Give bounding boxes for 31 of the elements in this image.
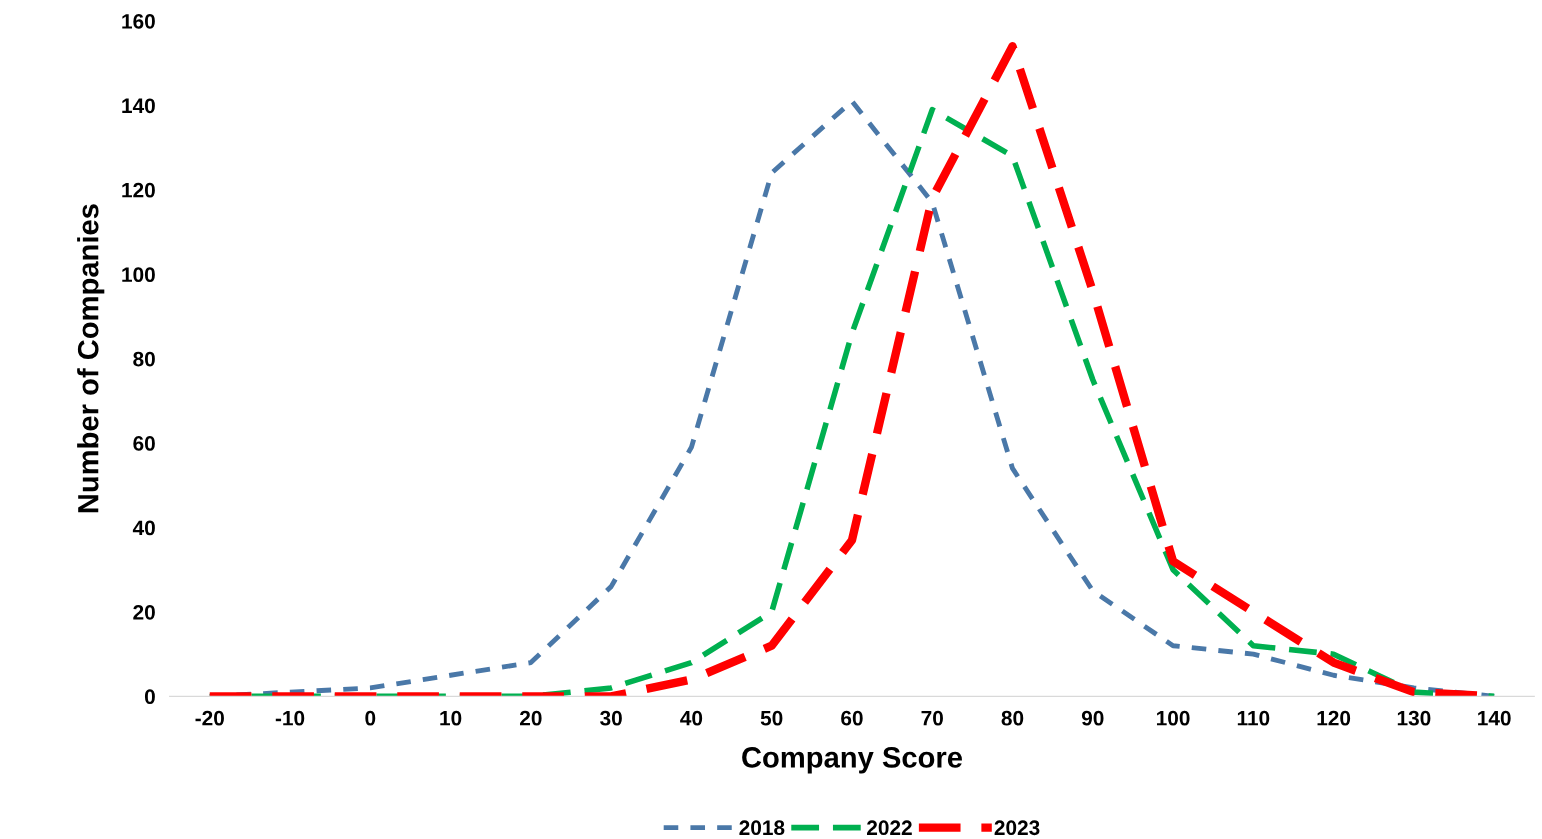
x-tick-label: 0 [365, 710, 376, 726]
x-tick-label: 130 [1397, 710, 1431, 726]
y-tick-label: 60 [133, 436, 155, 451]
x-tick-label: 140 [1478, 710, 1511, 726]
x-tick-label: 110 [1237, 710, 1270, 726]
y-tick-label: 160 [122, 13, 155, 29]
x-tick-label: 40 [680, 710, 703, 726]
x-tick-label: 10 [440, 710, 462, 726]
legend-label: 2022 [867, 820, 912, 836]
x-tick-label: 20 [519, 710, 542, 726]
y-axis-title: Number of Companies [77, 204, 105, 513]
x-tick-label: -20 [195, 710, 224, 726]
x-tick-label: 70 [921, 710, 943, 726]
x-tick-label: 90 [1081, 710, 1104, 726]
y-tick-label: 0 [144, 689, 155, 705]
x-tick-label: -10 [275, 710, 305, 726]
x-axis-title: Company Score [742, 747, 962, 774]
y-tick-label: 120 [122, 182, 155, 198]
x-tick-label: 100 [1156, 710, 1190, 726]
y-tick-label: 100 [122, 267, 155, 282]
y-tick-label: 20 [133, 604, 155, 620]
x-tick-label: 50 [760, 710, 783, 726]
legend-label: 2018 [739, 820, 785, 836]
x-tick-label: 120 [1317, 710, 1351, 726]
y-tick-label: 80 [133, 351, 155, 367]
legend-label: 2023 [994, 820, 1040, 836]
y-tick-label: 40 [132, 520, 155, 536]
x-tick-label: 80 [1001, 710, 1024, 726]
x-tick-label: 60 [841, 710, 863, 726]
y-tick-label: 140 [122, 98, 155, 114]
x-tick-label: 30 [600, 710, 622, 726]
